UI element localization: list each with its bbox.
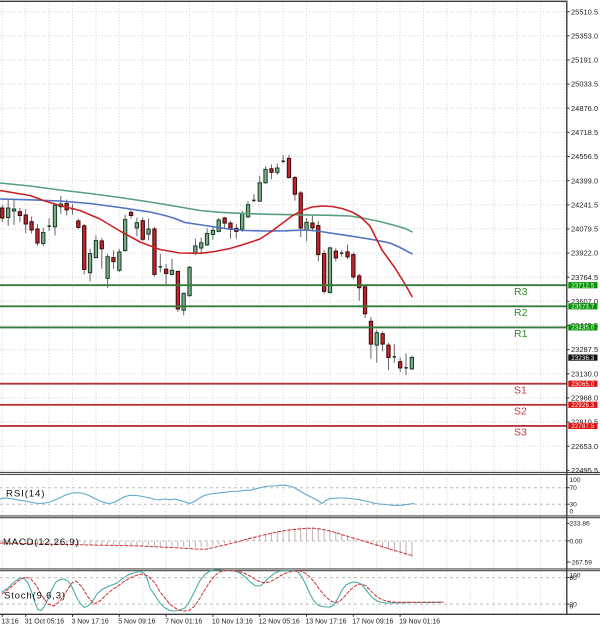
svg-text:23130.0: 23130.0 [571,369,598,378]
svg-text:3 Nov 17:16: 3 Nov 17:16 [72,618,109,625]
svg-text:0.00: 0.00 [570,538,583,545]
svg-text:23435.0: 23435.0 [571,326,595,332]
svg-text:MACD(12,26,9): MACD(12,26,9) [3,537,79,548]
svg-text:22495.5: 22495.5 [571,466,598,475]
svg-text:13:16: 13:16 [1,618,18,625]
svg-text:12 Nov 05:16: 12 Nov 05:16 [259,618,300,625]
svg-text:70: 70 [570,485,578,492]
svg-text:23607.0: 23607.0 [571,297,598,306]
svg-text:S1: S1 [514,384,527,396]
svg-text:13 Nov 17:16: 13 Nov 17:16 [306,618,347,625]
svg-text:23712.5: 23712.5 [571,284,595,290]
svg-text:31 Oct 05:16: 31 Oct 05:16 [25,618,65,625]
svg-text:17 Nov 09:16: 17 Nov 09:16 [352,618,393,625]
svg-text:23287.5: 23287.5 [571,345,598,354]
svg-text:22653.0: 22653.0 [571,442,598,451]
svg-text:100: 100 [570,573,581,580]
svg-text:23764.5: 23764.5 [571,273,598,282]
svg-text:23065.0: 23065.0 [571,382,595,388]
svg-text:0: 0 [570,509,574,516]
svg-text:19 Nov 01:16: 19 Nov 01:16 [399,618,440,625]
svg-text:7 Nov 01:16: 7 Nov 01:16 [165,618,202,625]
svg-text:24556.5: 24556.5 [571,152,598,161]
svg-text:R3: R3 [514,286,528,298]
svg-text:25353.0: 25353.0 [571,31,598,40]
svg-text:S3: S3 [514,427,527,439]
svg-text:22968.0: 22968.0 [571,394,598,403]
svg-text:5 Nov 09:16: 5 Nov 09:16 [118,618,155,625]
svg-text:24241.5: 24241.5 [571,200,598,209]
svg-text:20: 20 [570,601,578,608]
svg-text:22926.3: 22926.3 [571,403,595,409]
svg-text:25510.5: 25510.5 [571,7,598,16]
svg-text:25191.0: 25191.0 [571,56,598,65]
svg-text:30: 30 [570,502,578,509]
svg-text:R2: R2 [514,307,528,319]
svg-text:80: 80 [570,575,578,582]
svg-text:RSI(14): RSI(14) [6,489,45,500]
svg-text:22810.5: 22810.5 [571,418,598,427]
svg-text:25033.5: 25033.5 [571,80,598,89]
svg-text:0: 0 [570,604,574,611]
svg-text:Stoch(9,6,3): Stoch(9,6,3) [4,591,66,602]
svg-text:233.86: 233.86 [570,521,591,528]
svg-text:22787.5: 22787.5 [571,424,595,430]
svg-text:24718.5: 24718.5 [571,128,598,137]
svg-text:-267.59: -267.59 [570,559,593,566]
svg-text:10 Nov 13:16: 10 Nov 13:16 [212,618,253,625]
svg-text:R1: R1 [514,328,528,340]
svg-text:100: 100 [570,477,581,484]
svg-text:24079.5: 24079.5 [571,225,598,234]
svg-text:23573.7: 23573.7 [571,305,595,311]
svg-text:24876.0: 24876.0 [571,104,598,113]
svg-text:S2: S2 [514,405,527,417]
svg-text:24399.0: 24399.0 [571,176,598,185]
svg-text:23236.3: 23236.3 [571,356,595,362]
svg-text:23922.0: 23922.0 [571,249,598,258]
